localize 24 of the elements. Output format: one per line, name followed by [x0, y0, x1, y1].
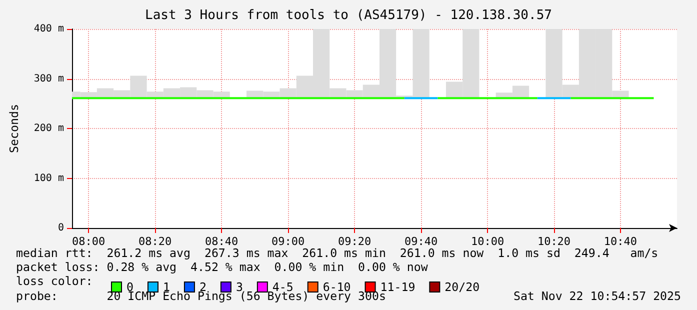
legend-label: 11-19 [380, 280, 416, 294]
text: Sat Nov 22 10:54:57 2025 [513, 289, 681, 303]
legend-title: loss color: [16, 274, 93, 288]
text: packet loss: 0.28 % avg 4.52 % max 0.00 % min 0.00 % now [16, 260, 428, 274]
x-tick-label: 08:00 [72, 235, 106, 248]
y-tick-label: 400 m [34, 24, 64, 34]
y-axis-title: Seconds [7, 104, 21, 153]
chart-title: Last 3 Hours from tools to (AS45179) - 120.138.30.57 [145, 8, 552, 23]
y-tick-label: 200 m [34, 123, 64, 134]
y-tick-label: 100 m [34, 172, 64, 184]
text: median rtt: 261.2 ms avg 267.3 ms max 261.0 ms min 261.0 ms now 1.0 ms sd 249.4 am/s [16, 246, 658, 260]
y-tick-label: 0 [58, 222, 64, 234]
x-tick-label: 08:20 [138, 235, 172, 248]
x-tick-label: 10:40 [604, 235, 638, 248]
x-tick-label: 09:40 [404, 235, 438, 248]
x-tick-label: 09:00 [272, 235, 305, 248]
x-tick-label: 10:20 [537, 235, 571, 248]
legend-label: 6-10 [322, 280, 351, 294]
x-tick-label: 10:00 [470, 235, 504, 248]
y-tick-label: 300 m [34, 73, 64, 84]
x-tick-label: 08:40 [205, 235, 238, 248]
legend-label: 20/20 [444, 280, 480, 294]
legend-label: 3 [236, 280, 243, 294]
x-tick-label: 09:20 [338, 235, 372, 248]
